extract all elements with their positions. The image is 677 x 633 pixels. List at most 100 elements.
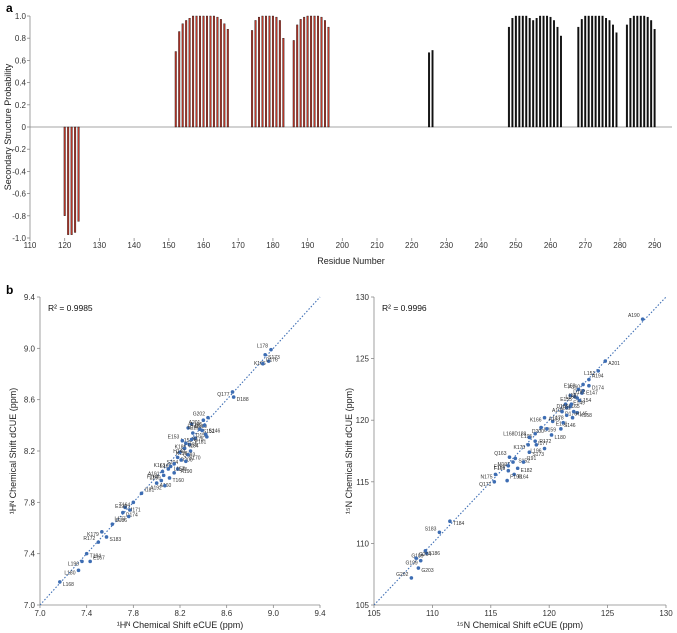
data-point: [187, 442, 192, 447]
bar: [636, 15, 639, 128]
chart-a-y-tick-label: -0.8: [12, 212, 26, 221]
chart-c-x-tick-label: 130: [659, 609, 673, 618]
point-label: I181: [561, 406, 571, 412]
bar: [521, 15, 524, 128]
chart-c-y-tick-label: 115: [356, 478, 369, 487]
point-label: D174: [592, 386, 604, 392]
data-point: [231, 395, 236, 399]
bar: [615, 32, 618, 128]
bar: [303, 16, 306, 128]
data-point: [230, 390, 235, 394]
data-point: [76, 568, 81, 573]
point-label: M197: [497, 462, 510, 468]
bar: [542, 15, 545, 128]
data-point: [172, 462, 176, 466]
bar: [199, 15, 201, 128]
chart-c-y-tick-label: 120: [356, 416, 370, 425]
bar: [528, 18, 531, 128]
point-label: I156: [188, 442, 198, 448]
point-label: Q177: [217, 392, 229, 398]
chart-a-tick-labels: -1.0 -0.8 -0.6 -0.4 -0.2 0 0.2 0.4 0.6 0.8 1.0 110 1…: [12, 12, 662, 250]
data-point: [564, 406, 569, 410]
data-point: [563, 402, 568, 406]
point-label: A190: [628, 313, 640, 319]
point-label: F198: [510, 475, 522, 481]
point-label: A193: [549, 417, 561, 423]
data-point: [172, 471, 176, 475]
data-point: [581, 382, 585, 387]
point-label: D176: [266, 358, 278, 364]
bar: [591, 15, 594, 128]
bar: [251, 30, 254, 128]
point-label: G203: [421, 568, 433, 574]
point-label: L180: [64, 570, 75, 576]
bar: [646, 16, 649, 128]
bar: [74, 126, 77, 233]
point-label: I148: [177, 467, 187, 473]
point-label: T184: [90, 554, 102, 560]
bar: [310, 15, 313, 128]
bar: [317, 15, 319, 128]
bar: [299, 19, 302, 128]
bar: [632, 15, 635, 128]
point-label: L165: [569, 404, 580, 410]
chart-a-y-tick-label: 0: [22, 123, 27, 132]
chart-a-y-tick-label: 0.4: [15, 79, 27, 88]
data-point: [263, 352, 267, 357]
chart-b-y-tick-label: 8.6: [24, 396, 36, 405]
bar: [268, 15, 271, 128]
data-point: [266, 359, 271, 363]
bar: [292, 40, 295, 128]
data-point: [414, 556, 418, 560]
point-label: S186: [428, 551, 440, 557]
point-label: L178: [257, 344, 268, 350]
point-label: R172: [539, 439, 551, 445]
bar: [594, 15, 597, 128]
chart-c-x-tick-label: 115: [484, 609, 497, 618]
data-point: [575, 396, 580, 400]
data-point: [437, 530, 442, 535]
data-point: [527, 450, 532, 455]
bar: [219, 19, 222, 128]
data-point: [507, 455, 512, 459]
data-point: [175, 467, 180, 471]
chart-c-y-tick-label: 130: [356, 293, 370, 302]
bar: [553, 20, 555, 128]
data-point: [182, 446, 187, 451]
chart-a-x-tick-label: 140: [127, 241, 141, 250]
bar: [653, 29, 656, 128]
data-point: [104, 535, 109, 539]
bar: [625, 24, 628, 128]
bar: [577, 26, 580, 128]
point-label: L168: [565, 394, 576, 400]
point-label: L196: [530, 449, 541, 455]
chart-a-x-axis-label: Residue Number: [317, 256, 385, 266]
chart-a-x-tick-label: 160: [197, 241, 211, 250]
point-label: T164: [119, 502, 131, 508]
data-point: [189, 437, 194, 442]
data-point: [160, 469, 165, 474]
bar: [63, 126, 66, 216]
point-label: D156: [556, 404, 568, 410]
bar: [324, 20, 326, 128]
panel-label-b: b: [6, 283, 13, 297]
point-label: Q163: [494, 451, 506, 457]
chart-a-x-tick-label: 270: [579, 241, 593, 250]
data-point: [549, 433, 554, 437]
bar: [188, 18, 191, 128]
bar: [532, 20, 535, 128]
point-label: A191: [552, 408, 564, 414]
point-label: G189: [411, 553, 423, 559]
data-point: [88, 559, 92, 564]
bar: [559, 35, 562, 128]
point-label: Q171: [479, 482, 491, 488]
data-point: [506, 468, 511, 473]
point-label: E147: [586, 391, 598, 397]
bar: [174, 51, 177, 128]
data-point: [560, 409, 564, 414]
bar: [556, 26, 559, 128]
chart-c-y-tick-label: 125: [356, 355, 370, 364]
bar: [275, 16, 278, 128]
data-point: [186, 453, 190, 457]
